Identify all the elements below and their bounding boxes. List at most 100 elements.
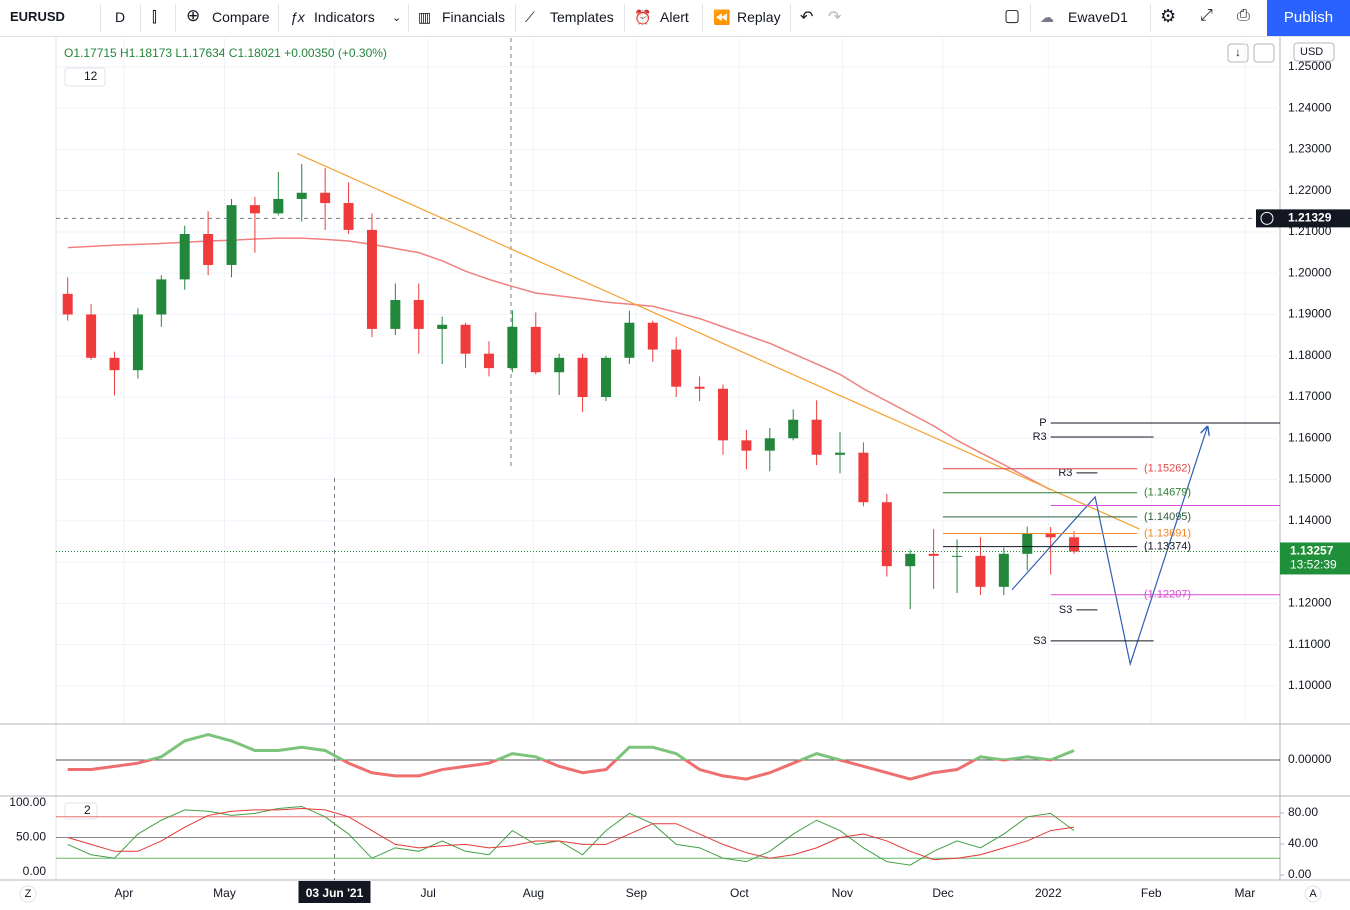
candle-body [998, 553, 1009, 587]
price-label: 1.16000 [1288, 430, 1332, 444]
candle-body [975, 555, 986, 587]
chart-area: O1.17715 H1.18173 L1.17634 C1.18021 +0.0… [0, 37, 1350, 903]
candle-body [226, 205, 237, 265]
chart-type-icon[interactable]: ⫿ [152, 9, 157, 26]
oscillator-line [67, 760, 1055, 781]
candle-body [179, 234, 190, 280]
candle-body [320, 192, 331, 204]
indicators-icon: ƒx [290, 9, 305, 25]
oscillator-line [143, 732, 1075, 760]
level-label: (1.12207) [1144, 589, 1191, 601]
candle-body [1069, 537, 1080, 552]
candle-body [741, 440, 752, 451]
indicator-badge-box[interactable] [64, 67, 106, 87]
price-label: 1.14000 [1288, 513, 1332, 527]
level-label: (1.15262) [1144, 463, 1191, 475]
candle-body [858, 452, 869, 503]
time-label: Aug [523, 886, 544, 900]
undo[interactable]: ↶ [800, 9, 814, 26]
time-label: Nov [832, 886, 853, 900]
candle-body [273, 198, 284, 214]
candle-body [507, 326, 518, 369]
price-label: 1.17000 [1288, 389, 1332, 403]
currency-box[interactable] [1293, 42, 1335, 62]
maximize[interactable] [1253, 43, 1275, 63]
price-label: 1.15000 [1288, 472, 1332, 486]
candle-body [343, 203, 354, 230]
candle-body [905, 553, 916, 567]
templates-button[interactable]: Templates [550, 9, 614, 25]
candle-body [460, 324, 471, 354]
fullscreen[interactable]: ⤢ [1200, 7, 1213, 24]
publish-button[interactable]: Publish [1267, 0, 1350, 36]
level-label: (1.13374) [1144, 541, 1191, 553]
left-axis-label: 0.00 [23, 864, 47, 878]
level-label: R3 [1058, 467, 1072, 479]
dropdown-icon[interactable]: ⌄ [392, 12, 402, 24]
redo[interactable]: ↷ [828, 9, 842, 26]
symbol[interactable]: EURUSD [10, 9, 65, 24]
candle-body [952, 555, 963, 557]
settings[interactable]: ⚙ [1160, 6, 1177, 26]
oscillator-badge[interactable]: 2 [84, 803, 91, 817]
replay-button[interactable]: Replay [737, 9, 781, 25]
scroll-down[interactable] [1227, 43, 1249, 63]
interval[interactable]: D [115, 9, 126, 25]
time-label: 2022 [1035, 886, 1062, 900]
price-label: 1.19000 [1288, 307, 1332, 321]
price-label: 1.22000 [1288, 183, 1332, 197]
price-label: 1.25000 [1288, 59, 1332, 73]
toolbar: EURUSD D ⫿ ⊕ Compare ƒx Indicators ⌄ ▥ F… [0, 0, 1350, 37]
price-label: 1.10000 [1288, 678, 1332, 692]
left-axis-label: 100.00 [9, 795, 46, 809]
right-axis-label: 80.00 [1288, 805, 1318, 819]
financials-button[interactable]: Financials [442, 9, 506, 25]
candle-body [109, 357, 120, 371]
layout-name[interactable]: EwaveD1 [1068, 9, 1128, 25]
corner-letter[interactable]: A [1309, 888, 1317, 900]
corner-letter[interactable]: Z [25, 888, 32, 900]
price-label: 1.23000 [1288, 142, 1332, 156]
indicator-count[interactable]: 12 [84, 69, 98, 83]
stochastic-line [67, 805, 1075, 866]
level-label: (1.13691) [1144, 527, 1191, 539]
crosshair-plus [1260, 211, 1274, 225]
crosshair-price-box [1256, 209, 1350, 228]
layout-toggle[interactable]: ▢ [1004, 6, 1021, 25]
corner-button[interactable] [19, 885, 37, 903]
time-label: Oct [730, 886, 749, 900]
cloud-icon: ☁ [1040, 9, 1054, 25]
corner-button[interactable] [1304, 885, 1322, 903]
candle-body [671, 349, 682, 387]
candle-body [156, 279, 167, 315]
price-label: 1.18000 [1288, 348, 1332, 362]
currency[interactable]: USD [1300, 46, 1323, 58]
time-label: Feb [1141, 886, 1162, 900]
candle-body [764, 438, 775, 451]
candle-body [483, 353, 494, 369]
candle-body [835, 452, 846, 455]
trendline [296, 152, 1140, 530]
candle-body [390, 300, 401, 329]
scroll-down-icon[interactable]: ↓ [1235, 45, 1241, 59]
oscillator-badge-box[interactable] [64, 802, 98, 820]
indicators-button[interactable]: Indicators [314, 9, 375, 25]
candle-body [717, 388, 728, 441]
candle-body [413, 300, 424, 329]
price-label: 1.20000 [1288, 265, 1332, 279]
ohlc-legend: O1.17715 H1.18173 L1.17634 C1.18021 +0.0… [64, 46, 387, 60]
crosshair-price: 1.21329 [1288, 211, 1332, 225]
alert-button[interactable]: Alert [660, 9, 689, 25]
last-price: 1.13257 [1290, 544, 1334, 558]
candle-body [203, 234, 214, 265]
compare-button[interactable]: Compare [212, 9, 270, 25]
candle-body [1022, 533, 1033, 554]
level-label: P [1039, 417, 1046, 429]
candle-body [1045, 533, 1056, 538]
candle-body [928, 553, 939, 556]
price-label: 1.11000 [1288, 637, 1331, 651]
snapshot[interactable]: ⎙ [1237, 7, 1250, 24]
candle-body [811, 419, 822, 455]
candle-body [366, 229, 377, 329]
